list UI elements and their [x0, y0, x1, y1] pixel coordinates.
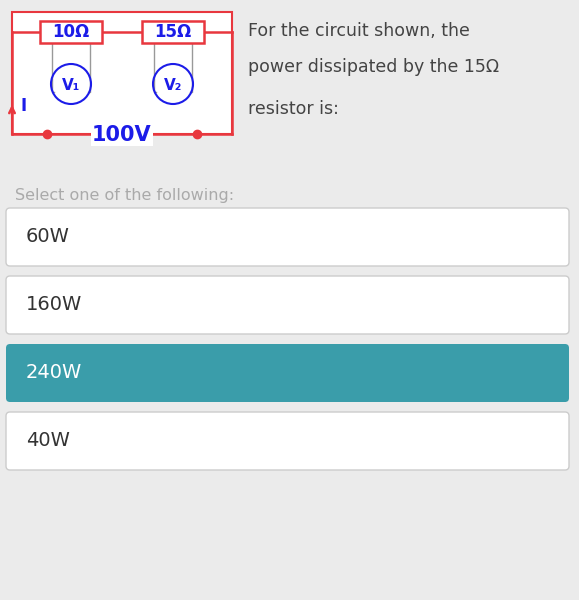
- FancyBboxPatch shape: [6, 208, 569, 266]
- Text: 240W: 240W: [26, 364, 82, 383]
- FancyBboxPatch shape: [142, 21, 204, 43]
- FancyBboxPatch shape: [40, 21, 102, 43]
- Text: 10Ω: 10Ω: [52, 23, 90, 41]
- Text: 160W: 160W: [26, 295, 82, 314]
- Text: 60W: 60W: [26, 227, 70, 247]
- Text: For the circuit shown, the: For the circuit shown, the: [248, 22, 470, 40]
- Text: 15Ω: 15Ω: [155, 23, 192, 41]
- Text: 100V: 100V: [92, 125, 152, 145]
- Text: Select one of the following:: Select one of the following:: [15, 188, 234, 203]
- FancyBboxPatch shape: [6, 344, 569, 402]
- FancyBboxPatch shape: [12, 12, 232, 134]
- FancyBboxPatch shape: [6, 276, 569, 334]
- Text: power dissipated by the 15Ω: power dissipated by the 15Ω: [248, 58, 499, 76]
- FancyBboxPatch shape: [6, 412, 569, 470]
- Text: V₁: V₁: [62, 77, 80, 92]
- Text: resistor is:: resistor is:: [248, 100, 339, 118]
- Text: I: I: [21, 97, 27, 115]
- Text: 40W: 40W: [26, 431, 70, 451]
- Text: V₂: V₂: [164, 77, 182, 92]
